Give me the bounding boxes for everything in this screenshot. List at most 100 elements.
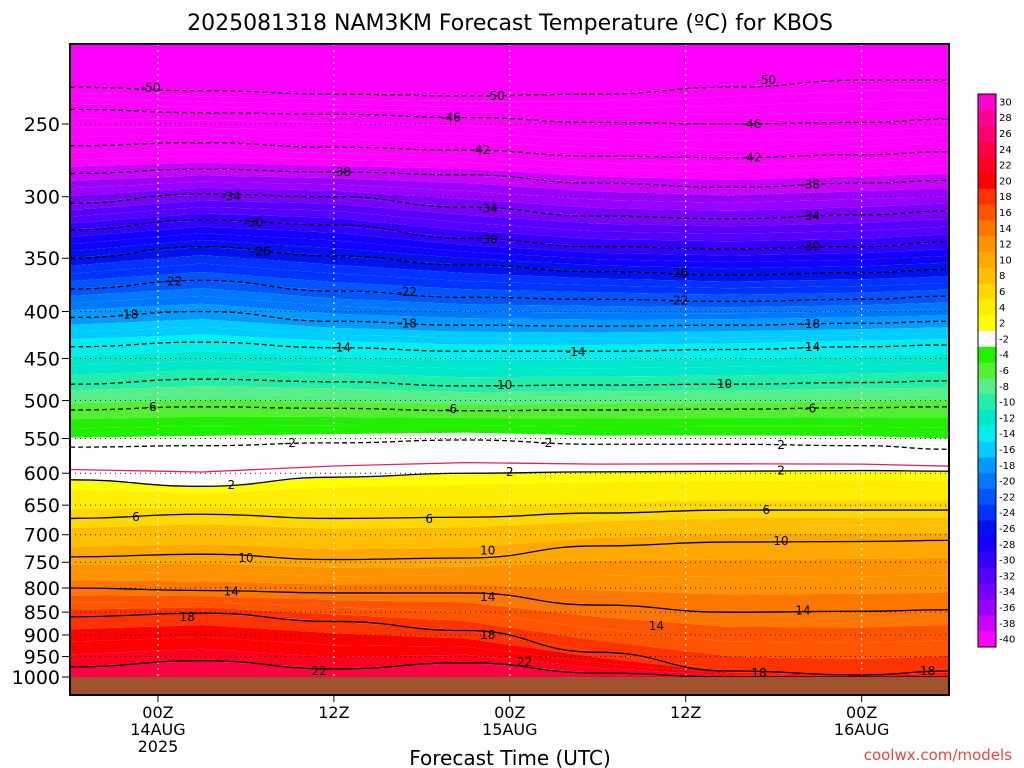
isotherm-line (70, 246, 949, 276)
colorbar-swatch (978, 394, 996, 411)
colorbar-label: -10 (999, 398, 1015, 409)
y-tick-label: 950 (24, 647, 60, 669)
colorbar-label: -4 (999, 350, 1009, 361)
colorbar-label: -18 (999, 461, 1015, 472)
colorbar-swatch (978, 410, 996, 427)
isotherm-line (70, 406, 949, 412)
temp-band (70, 351, 949, 369)
colorbar-swatch (978, 125, 996, 142)
temp-band (70, 255, 949, 289)
temp-band (70, 532, 949, 560)
temp-band (70, 595, 949, 644)
colorbar-swatch (978, 188, 996, 206)
isotherm-label: -22 (163, 274, 183, 288)
isotherm-labels: -50-50-50-46 -46-42-42-38-38-34-34-34-30-… (119, 73, 935, 680)
x-tick-label: 2025 (138, 737, 179, 756)
isotherm-label: 6 (132, 510, 140, 524)
x-tick-label: 16AUG (834, 720, 889, 739)
colorbar-swatch (978, 378, 996, 395)
temp-band (70, 406, 949, 420)
chart-title: 2025081318 NAM3KM Forecast Temperature (… (187, 11, 833, 36)
x-tick-label: 14AUG (130, 720, 185, 739)
isotherm-label: 14 (224, 584, 239, 598)
colorbar-swatch (978, 599, 996, 616)
plot-area: -50-50-50-46 -46-42-42-38-38-34-34-34-30-… (70, 44, 949, 695)
colorbar-swatch (978, 536, 996, 553)
colorbar-label: -20 (999, 477, 1015, 488)
isotherm-line (70, 439, 949, 450)
colorbar-swatch (978, 457, 996, 474)
colorbar-swatch (978, 109, 996, 127)
colorbar-label: 6 (999, 287, 1005, 298)
temp-band (70, 162, 949, 188)
y-tick-label: 650 (24, 495, 60, 517)
colorbar-label: 14 (999, 224, 1012, 235)
isotherm-line (70, 108, 949, 125)
colorbar-label: 16 (999, 208, 1012, 219)
isotherm-label: -6 (445, 402, 457, 416)
colorbar-swatch (978, 568, 996, 585)
isotherm-label: -34 (801, 209, 821, 223)
isotherm-label: 22 (312, 664, 327, 678)
isotherm-label: -22 (397, 285, 417, 299)
temp-band (70, 200, 949, 234)
colorbar-label: 20 (999, 176, 1012, 187)
grid-lines (70, 44, 949, 695)
isotherm-line (70, 279, 949, 303)
temp-band (70, 194, 949, 227)
colorbar-label: 10 (999, 255, 1012, 266)
isotherm-label: -14 (566, 345, 586, 359)
colorbar-label: -30 (999, 556, 1015, 567)
x-tick-label: 15AUG (482, 720, 537, 739)
temp-band (70, 456, 949, 477)
isotherm-label: -18 (397, 316, 417, 330)
colorbar-swatch (978, 583, 996, 601)
isotherm-label: 10 (238, 551, 253, 565)
isotherm-label: 10 (773, 534, 788, 548)
temp-band (70, 588, 949, 628)
temp-band (70, 326, 949, 345)
isotherm-label: -2 (540, 436, 552, 450)
isotherm-label: -34 (221, 190, 241, 204)
temp-band (70, 213, 949, 249)
isotherm-line (70, 612, 949, 676)
x-tick-label: 00Z (846, 703, 877, 722)
isotherm-label: 18 (180, 610, 195, 624)
colorbar-swatch (978, 94, 996, 111)
temp-band (70, 379, 949, 393)
temp-band (70, 233, 949, 269)
isotherm-line (70, 142, 949, 159)
temp-band (70, 226, 949, 262)
y-tick-label: 500 (24, 391, 60, 413)
y-tick-label: 450 (24, 348, 60, 370)
credit-text: coolwx.com/models (864, 746, 1012, 764)
temp-band (70, 607, 949, 675)
isotherm-label: 6 (763, 503, 771, 517)
colorbar-swatch (978, 204, 996, 221)
colorbar-swatch (978, 331, 996, 348)
x-axis-label: Forecast Time (UTC) (409, 746, 611, 768)
temp-band (70, 149, 949, 173)
colorbar-swatch (978, 631, 996, 648)
y-tick-label: 850 (24, 602, 60, 624)
y-tick-label: 400 (24, 301, 60, 323)
x-tick-label: 00Z (494, 703, 525, 722)
colorbar-swatch (978, 157, 996, 174)
isotherm-label: 22 (517, 655, 532, 669)
isotherm-label: -2 (284, 436, 296, 450)
y-tick-label: 550 (24, 429, 60, 451)
isotherm-line (70, 168, 949, 188)
temp-band (70, 246, 949, 282)
isotherm-label: -26 (669, 266, 689, 280)
colorbar-swatch (978, 252, 996, 269)
temp-band (70, 448, 949, 466)
temp-band (70, 334, 949, 352)
colorbar-label: 26 (999, 129, 1012, 140)
colorbar-swatch (978, 141, 996, 158)
isotherm-label: 18 (480, 628, 495, 642)
isotherm-line (70, 79, 949, 97)
isotherm-label: -18 (119, 307, 139, 321)
colorbar-label: -34 (999, 587, 1015, 598)
freezing-line (70, 461, 949, 473)
